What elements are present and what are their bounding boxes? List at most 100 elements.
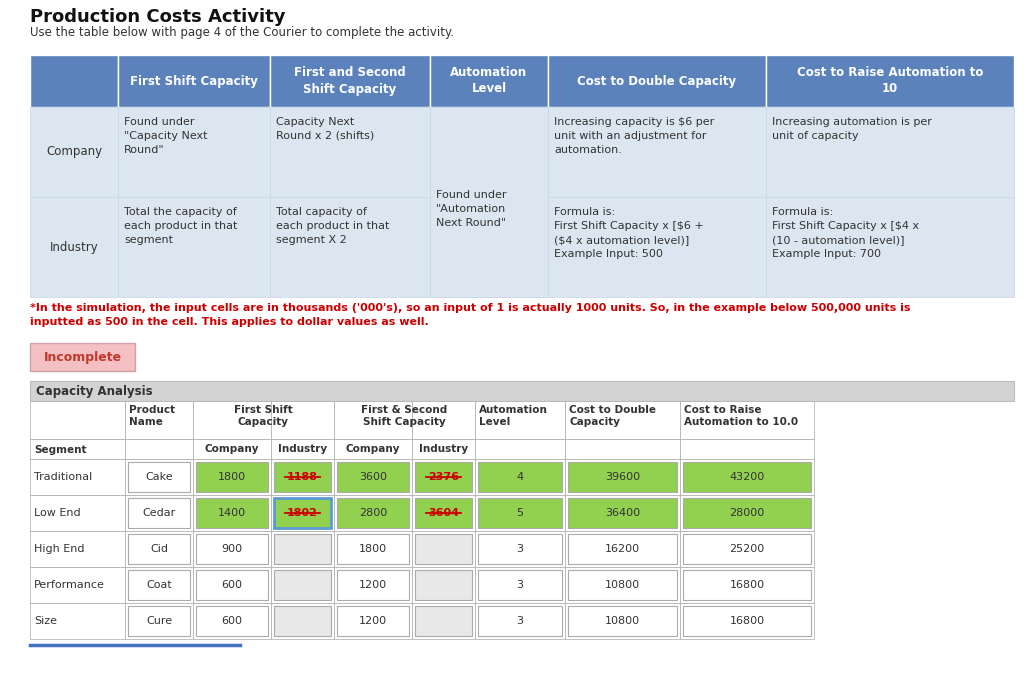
Bar <box>271 459 334 495</box>
Bar <box>565 401 680 439</box>
Text: Industry: Industry <box>419 444 468 454</box>
Text: 1188: 1188 <box>287 472 318 482</box>
Bar <box>30 567 125 603</box>
Bar <box>430 107 548 297</box>
Text: 1800: 1800 <box>218 472 246 482</box>
Text: Capacity Analysis: Capacity Analysis <box>36 385 153 398</box>
Text: Increasing automation is per
unit of capacity: Increasing automation is per unit of cap… <box>772 117 932 141</box>
Bar <box>193 531 271 567</box>
Bar <box>128 570 190 600</box>
Bar <box>30 603 125 639</box>
Text: Segment: Segment <box>34 445 86 455</box>
Bar <box>412 439 475 459</box>
Bar <box>334 531 412 567</box>
Bar <box>415 534 472 564</box>
Bar <box>193 567 271 603</box>
Bar <box>125 603 193 639</box>
Text: 1802: 1802 <box>287 508 317 518</box>
Bar <box>196 498 268 528</box>
Text: Industry: Industry <box>278 444 327 454</box>
Text: 16800: 16800 <box>729 580 765 590</box>
Bar <box>196 606 268 636</box>
Text: Low End: Low End <box>34 508 81 518</box>
Bar <box>680 401 814 439</box>
Bar <box>30 197 118 297</box>
Bar <box>412 401 475 439</box>
Bar <box>30 343 135 371</box>
Bar <box>478 498 562 528</box>
Text: *In the simulation, the input cells are in thousands ('000's), so an input of 1 : *In the simulation, the input cells are … <box>30 303 910 326</box>
Text: Formula is:
First Shift Capacity x [$6 +
($4 x automation level)]
Example Input:: Formula is: First Shift Capacity x [$6 +… <box>554 207 703 259</box>
Bar <box>125 567 193 603</box>
Bar <box>337 498 409 528</box>
Bar <box>274 462 331 492</box>
Bar <box>415 606 472 636</box>
Bar <box>683 462 811 492</box>
Text: Found under
"Capacity Next
Round": Found under "Capacity Next Round" <box>124 117 208 155</box>
Bar <box>430 55 548 107</box>
Text: Automation
Level: Automation Level <box>479 405 548 428</box>
Text: 3: 3 <box>516 544 523 554</box>
Bar <box>270 55 430 107</box>
Text: Cost to Double
Capacity: Cost to Double Capacity <box>569 405 656 428</box>
Bar <box>565 439 680 459</box>
Text: Company: Company <box>46 146 102 158</box>
Bar <box>125 459 193 495</box>
Bar <box>565 531 680 567</box>
Text: 1200: 1200 <box>359 580 387 590</box>
Bar <box>680 439 814 459</box>
Text: High End: High End <box>34 544 85 554</box>
Bar <box>196 570 268 600</box>
Bar <box>118 107 270 197</box>
Bar <box>30 55 118 107</box>
Bar <box>193 603 271 639</box>
Bar <box>766 197 1014 297</box>
Bar <box>412 603 475 639</box>
Text: Industry: Industry <box>49 241 98 254</box>
Bar <box>680 459 814 495</box>
Bar <box>274 534 331 564</box>
Text: 2800: 2800 <box>358 508 387 518</box>
Bar <box>548 107 766 197</box>
Bar <box>125 439 193 459</box>
Bar <box>274 606 331 636</box>
Bar <box>430 107 548 197</box>
Bar <box>274 570 331 600</box>
Text: 3: 3 <box>516 616 523 626</box>
Bar <box>475 401 565 439</box>
Bar <box>271 567 334 603</box>
Bar <box>125 531 193 567</box>
Text: Cedar: Cedar <box>142 508 176 518</box>
Bar <box>128 498 190 528</box>
Text: Size: Size <box>34 616 57 626</box>
Bar <box>334 567 412 603</box>
Text: 3604: 3604 <box>428 508 459 518</box>
Bar <box>118 197 270 297</box>
Bar <box>475 495 565 531</box>
Bar <box>478 462 562 492</box>
Text: Company: Company <box>205 444 259 454</box>
Text: Coat: Coat <box>146 580 172 590</box>
Bar <box>196 462 268 492</box>
Bar <box>30 531 125 567</box>
Bar <box>337 606 409 636</box>
Bar <box>412 531 475 567</box>
Bar <box>683 498 811 528</box>
Bar <box>271 439 334 459</box>
Text: Cost to Double Capacity: Cost to Double Capacity <box>578 75 736 88</box>
Bar <box>415 570 472 600</box>
Bar <box>30 439 125 459</box>
Bar <box>430 197 548 297</box>
Text: 4: 4 <box>516 472 523 482</box>
Text: Cid: Cid <box>150 544 168 554</box>
Text: 900: 900 <box>221 544 243 554</box>
Bar <box>565 567 680 603</box>
Bar <box>274 498 331 528</box>
Bar <box>334 603 412 639</box>
Bar <box>125 401 193 439</box>
Bar <box>568 462 677 492</box>
Text: 2376: 2376 <box>428 472 459 482</box>
Text: Traditional: Traditional <box>34 472 92 482</box>
Bar <box>271 495 334 531</box>
Bar <box>478 534 562 564</box>
